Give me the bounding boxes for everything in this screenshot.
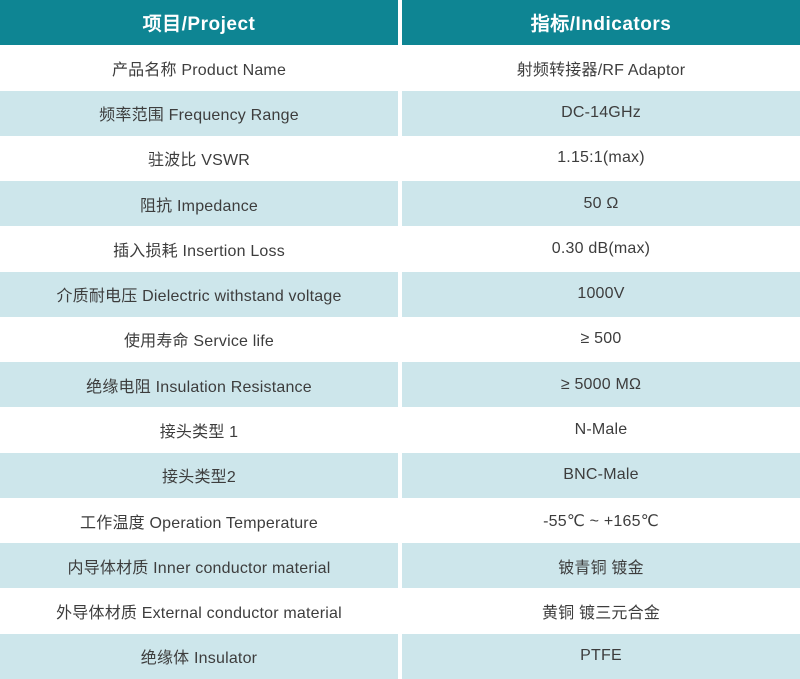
table-row: 接头类型2 BNC-Male [0, 452, 800, 498]
column-header-indicators: 指标/Indicators [402, 0, 800, 46]
project-cell: 绝缘电阻 Insulation Resistance [0, 362, 398, 408]
indicator-cell: BNC-Male [402, 452, 800, 498]
project-cell: 介质耐电压 Dielectric withstand voltage [0, 271, 398, 317]
project-cell: 绝缘体 Insulator [0, 633, 398, 679]
indicator-cell: 50 Ω [402, 181, 800, 227]
table-row: 产品名称 Product Name 射频转接器/RF Adaptor [0, 45, 800, 91]
indicator-cell: 射频转接器/RF Adaptor [402, 45, 800, 91]
table-row: 插入损耗 Insertion Loss 0.30 dB(max) [0, 226, 800, 272]
indicator-cell: 1.15:1(max) [402, 135, 800, 182]
project-cell: 使用寿命 Service life [0, 316, 398, 363]
indicator-cell: PTFE [402, 633, 800, 679]
table-row: 阻抗 Impedance 50 Ω [0, 181, 800, 227]
table-row: 介质耐电压 Dielectric withstand voltage 1000V [0, 271, 800, 317]
project-cell: 驻波比 VSWR [0, 135, 398, 182]
indicator-cell: N-Male [402, 407, 800, 453]
indicator-cell: ≥ 500 [402, 316, 800, 363]
project-cell: 外导体材质 External conductor material [0, 588, 398, 634]
project-cell: 阻抗 Impedance [0, 181, 398, 227]
column-header-project: 项目/Project [0, 0, 398, 46]
indicator-cell: DC-14GHz [402, 90, 800, 136]
project-cell: 内导体材质 Inner conductor material [0, 543, 398, 589]
table-row: 绝缘电阻 Insulation Resistance ≥ 5000 MΩ [0, 362, 800, 408]
table-row: 工作温度 Operation Temperature -55℃ ~ +165℃ [0, 497, 800, 544]
project-cell: 接头类型 1 [0, 407, 398, 453]
table-row: 内导体材质 Inner conductor material 铍青铜 镀金 [0, 543, 800, 589]
project-cell: 产品名称 Product Name [0, 45, 398, 91]
table-header-row: 项目/Project 指标/Indicators [0, 0, 800, 46]
indicator-cell: 黄铜 镀三元合金 [402, 588, 800, 634]
project-cell: 工作温度 Operation Temperature [0, 497, 398, 544]
table-row: 外导体材质 External conductor material 黄铜 镀三元… [0, 588, 800, 634]
table-row: 使用寿命 Service life ≥ 500 [0, 316, 800, 363]
project-cell: 频率范围 Frequency Range [0, 90, 398, 136]
table-row: 频率范围 Frequency Range DC-14GHz [0, 90, 800, 136]
project-cell: 插入损耗 Insertion Loss [0, 226, 398, 272]
table-row: 绝缘体 Insulator PTFE [0, 633, 800, 679]
indicator-cell: 0.30 dB(max) [402, 226, 800, 272]
project-cell: 接头类型2 [0, 452, 398, 498]
indicator-cell: 1000V [402, 271, 800, 317]
indicator-cell: 铍青铜 镀金 [402, 543, 800, 589]
indicator-cell: ≥ 5000 MΩ [402, 362, 800, 408]
table-row: 接头类型 1 N-Male [0, 407, 800, 453]
table-row: 驻波比 VSWR 1.15:1(max) [0, 135, 800, 182]
indicator-cell: -55℃ ~ +165℃ [402, 497, 800, 544]
